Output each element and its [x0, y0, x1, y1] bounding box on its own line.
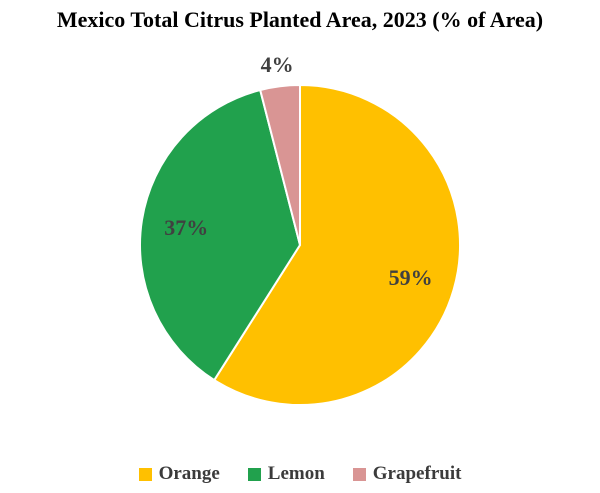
chart-title: Mexico Total Citrus Planted Area, 2023 (…	[56, 7, 544, 32]
pie-label-lemon: 37%	[164, 214, 208, 239]
legend-label-lemon: Lemon	[267, 463, 325, 484]
legend-item-grapefruit: Grapefruit	[352, 463, 462, 485]
pie-slice-orange	[213, 83, 461, 406]
legend-item-orange: Orange	[138, 463, 220, 485]
pie-slice-grapefruit	[259, 83, 301, 246]
pie-label-grapefruit: 4%	[261, 52, 294, 77]
pie-label-orange: 59%	[389, 265, 433, 290]
legend: Orange Lemon Grapefruit	[0, 463, 600, 485]
legend-label-orange: Orange	[158, 463, 220, 484]
pie-slice-lemon	[139, 88, 301, 381]
legend-swatch-lemon	[247, 467, 261, 481]
legend-swatch-orange	[138, 467, 152, 481]
legend-item-lemon: Lemon	[247, 463, 325, 485]
legend-label-grapefruit: Grapefruit	[372, 463, 462, 484]
legend-swatch-grapefruit	[352, 467, 366, 481]
pie-chart: 59% 37% 4%	[139, 52, 461, 406]
